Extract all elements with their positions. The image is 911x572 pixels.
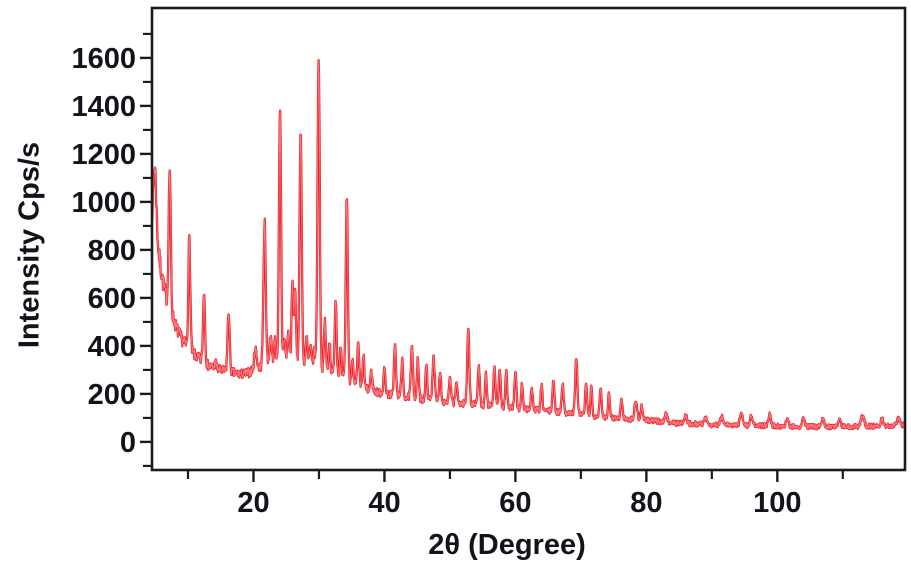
x-tick-label: 80 xyxy=(630,487,662,519)
y-tick-label: 1400 xyxy=(71,91,136,123)
x-axis-title: 2θ (Degree) xyxy=(428,529,586,561)
y-tick-label: 600 xyxy=(88,283,136,315)
y-tick-label: 1000 xyxy=(71,187,136,219)
y-axis-title: Intensity Cps/s xyxy=(13,141,46,349)
x-tick-label: 20 xyxy=(237,487,269,519)
y-tick-label: 400 xyxy=(88,331,136,363)
x-tick-label: 100 xyxy=(753,487,801,519)
y-tick-label: 0 xyxy=(120,427,136,459)
y-tick-label: 1200 xyxy=(71,139,136,171)
y-tick-label: 200 xyxy=(88,379,136,411)
y-tick-label: 1600 xyxy=(71,43,136,75)
plot-frame xyxy=(150,6,907,472)
x-tick-label: 60 xyxy=(499,487,531,519)
y-tick-label: 800 xyxy=(88,235,136,267)
x-tick-label: 40 xyxy=(368,487,400,519)
xrd-trace-highlight xyxy=(151,59,906,430)
